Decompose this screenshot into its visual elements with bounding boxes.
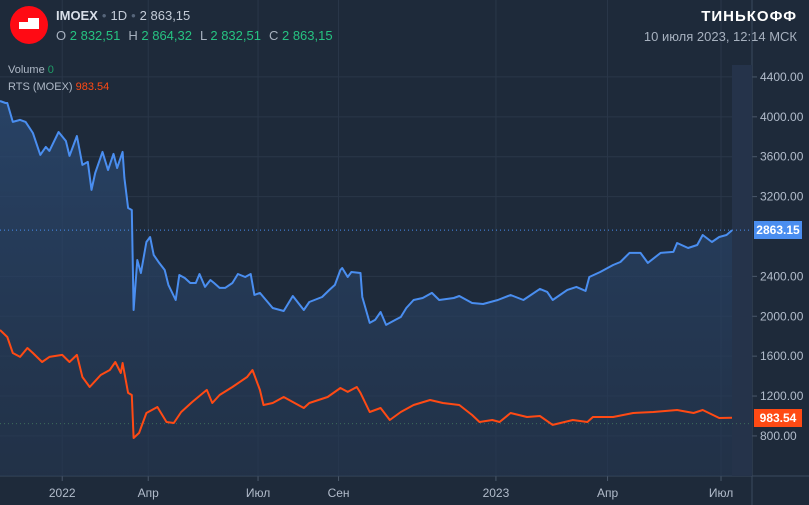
y-tick-label: 1600.00	[760, 349, 804, 363]
high-value: 2 864,32	[141, 27, 192, 43]
x-tick-label: Апр	[138, 486, 160, 500]
y-tick-label: 4400.00	[760, 70, 804, 84]
y-tick-label: 2000.00	[760, 309, 804, 323]
legend-volume[interactable]: Volume 0	[8, 64, 54, 76]
low-value: 2 832,51	[210, 27, 261, 43]
low-label: L	[199, 27, 207, 43]
ohlc-row: O 2 832,51 H 2 864,32 L 2 832,51 C 2 863,15	[56, 28, 341, 43]
x-tick-label: 2022	[49, 486, 76, 500]
y-tick-label: 800.00	[760, 429, 797, 443]
future-area	[732, 65, 752, 476]
y-tick-label: 2400.00	[760, 269, 804, 283]
open-value: 2 832,51	[69, 27, 121, 43]
volume-value: 0	[47, 64, 54, 76]
datetime: 10 июля 2023, 12:14 МСК	[643, 29, 797, 44]
chart-header: IMOEX • 1D • 2 863,15 O 2 832,51 H 2 864,32 L …	[10, 6, 341, 44]
imoex-area	[0, 101, 732, 476]
x-tick-label: Апр	[597, 486, 619, 500]
interval[interactable]: 1D	[110, 7, 128, 23]
volume-label: Volume	[8, 64, 45, 76]
y-tick-label: 4000.00	[760, 110, 804, 124]
y-tick-label: 3200.00	[760, 190, 804, 204]
last-price: 2 863,15	[139, 7, 191, 23]
open-label: O	[56, 27, 67, 43]
rts-value: 983.54	[75, 81, 110, 93]
close-value: 2 863,15	[281, 27, 333, 43]
symbol-name[interactable]: IMOEX	[56, 7, 98, 23]
moex-logo-icon	[10, 6, 48, 44]
brand-logo: ТИНЬКОФФ	[701, 8, 797, 25]
imoex-price-tag: 2863.15	[754, 221, 802, 240]
x-tick-label: Сен	[328, 486, 350, 500]
y-tick-label: 1200.00	[760, 389, 804, 403]
x-tick-label: Июл	[709, 486, 733, 500]
x-tick-label: Июл	[246, 486, 270, 500]
legend-rts[interactable]: RTS (MOEX) 983.54	[8, 81, 109, 93]
y-tick-label: 3600.00	[760, 150, 804, 164]
close-label: C	[268, 27, 279, 43]
rts-line	[0, 329, 733, 439]
rts-label: RTS (MOEX)	[8, 81, 73, 93]
high-label: H	[128, 27, 138, 43]
x-tick-label: 2023	[483, 486, 510, 500]
imoex-line	[0, 100, 733, 326]
rts-price-tag: 983.54	[754, 408, 802, 427]
